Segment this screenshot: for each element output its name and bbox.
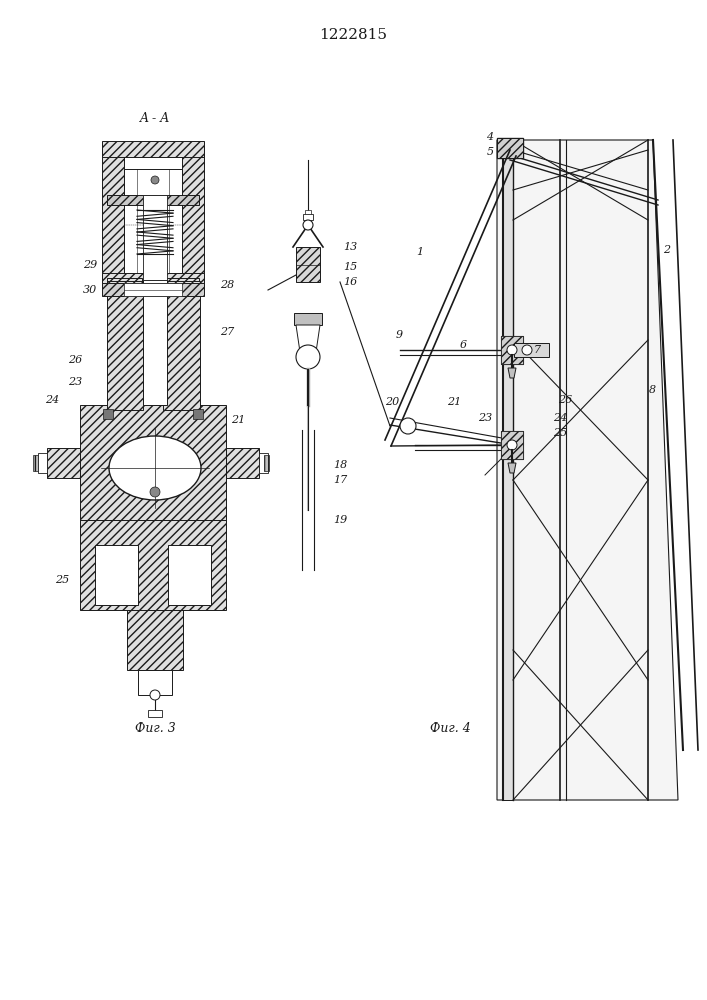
Polygon shape [508, 463, 516, 473]
Bar [107, 195, 199, 205]
Bar [103, 409, 113, 419]
Bar [95, 545, 138, 605]
Bar [107, 278, 142, 300]
Polygon shape [508, 368, 516, 378]
Bar [193, 409, 203, 419]
Text: 1222815: 1222815 [319, 28, 387, 42]
Text: 27: 27 [220, 327, 234, 337]
Bar [514, 343, 549, 357]
Bar [124, 283, 182, 296]
Bar [47, 448, 80, 478]
Bar [143, 280, 167, 405]
Text: Фиг. 3: Фиг. 3 [134, 722, 175, 734]
Text: 29: 29 [83, 260, 97, 270]
Bar [259, 453, 268, 473]
Text: 6: 6 [460, 340, 467, 350]
Text: 17: 17 [333, 475, 347, 485]
Text: 18: 18 [333, 460, 347, 470]
Text: A - A: A - A [140, 111, 170, 124]
Text: 16: 16 [343, 277, 357, 287]
Polygon shape [497, 140, 678, 800]
Circle shape [400, 418, 416, 434]
Polygon shape [296, 325, 320, 352]
Bar [182, 142, 204, 285]
Bar [226, 448, 259, 478]
Bar [294, 313, 322, 325]
Text: 24: 24 [45, 395, 59, 405]
Text: 24: 24 [553, 413, 567, 423]
Bar [164, 278, 199, 300]
Bar [80, 405, 226, 520]
Text: 25: 25 [553, 428, 567, 438]
Text: 1: 1 [416, 247, 423, 257]
Text: 28: 28 [220, 280, 234, 290]
Bar [33, 455, 38, 471]
Text: 5: 5 [486, 147, 493, 157]
Circle shape [150, 690, 160, 700]
Bar [497, 138, 523, 158]
Text: 15: 15 [343, 262, 357, 272]
Bar [124, 169, 182, 273]
Bar [296, 247, 320, 282]
Text: 7: 7 [534, 345, 541, 355]
Bar [102, 141, 204, 157]
Bar [264, 455, 269, 471]
Text: 30: 30 [83, 285, 97, 295]
Circle shape [507, 440, 517, 450]
Text: 9: 9 [395, 330, 402, 340]
Bar [143, 195, 167, 280]
Bar [102, 273, 204, 285]
Circle shape [303, 220, 313, 230]
Text: 23: 23 [68, 377, 82, 387]
Bar [162, 285, 170, 293]
Bar [107, 295, 143, 410]
Bar [102, 283, 204, 296]
Text: 25: 25 [55, 575, 69, 585]
Bar [138, 670, 172, 695]
Text: 23: 23 [478, 413, 492, 423]
Bar [148, 710, 162, 717]
Bar [503, 140, 513, 800]
Bar [501, 431, 523, 459]
Text: 4: 4 [486, 132, 493, 142]
Bar [127, 610, 183, 670]
Text: 21: 21 [231, 415, 245, 425]
Text: 20: 20 [385, 397, 399, 407]
Text: 26: 26 [68, 355, 82, 365]
Bar [501, 431, 523, 459]
Ellipse shape [109, 436, 201, 500]
Text: 26: 26 [558, 395, 572, 405]
Text: 21: 21 [447, 397, 461, 407]
Text: Фиг. 4: Фиг. 4 [430, 722, 470, 734]
Bar [305, 210, 311, 214]
Bar [136, 285, 144, 293]
Text: 13: 13 [343, 242, 357, 252]
Bar [107, 281, 200, 295]
Bar [38, 453, 47, 473]
Bar [80, 520, 226, 610]
Circle shape [507, 345, 517, 355]
Bar [501, 336, 523, 364]
Bar [501, 336, 523, 364]
Bar [497, 138, 523, 158]
Circle shape [522, 345, 532, 355]
Bar [163, 295, 200, 410]
Bar [168, 545, 211, 605]
Circle shape [150, 487, 160, 497]
Text: 8: 8 [648, 385, 655, 395]
Text: 2: 2 [663, 245, 670, 255]
Text: 19: 19 [333, 515, 347, 525]
Circle shape [296, 345, 320, 369]
Bar [102, 142, 124, 285]
Bar [303, 214, 313, 220]
Circle shape [151, 176, 159, 184]
